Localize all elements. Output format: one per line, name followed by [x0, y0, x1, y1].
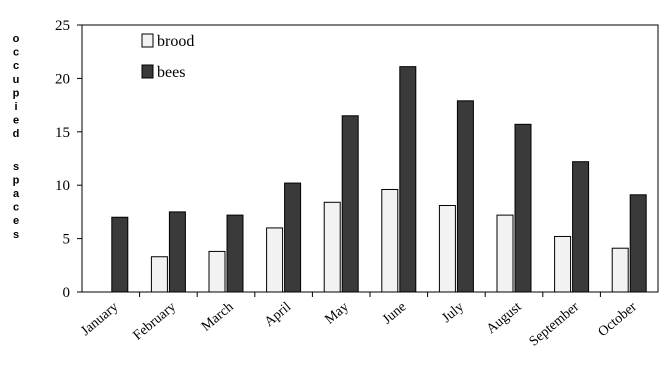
y-tick-label: 15	[55, 125, 70, 141]
y-axis-label-char: u	[13, 74, 20, 86]
y-axis-label-char: a	[13, 188, 20, 200]
y-axis-label-char: o	[13, 33, 20, 45]
y-axis-label-char: c	[13, 60, 19, 72]
bar-bees-september	[572, 161, 590, 293]
y-axis-label-char: s	[13, 229, 19, 241]
y-axis-label-char: e	[13, 115, 19, 127]
y-tick-label: 10	[55, 178, 70, 194]
bar-brood-april	[266, 227, 284, 293]
x-tick-label: June	[380, 300, 409, 328]
bar-bees-january	[111, 216, 129, 293]
bar-brood-july	[438, 204, 456, 293]
bar-bees-april	[284, 182, 302, 293]
legend-label-bees: bees	[157, 64, 185, 81]
y-axis-label-char: c	[13, 202, 19, 214]
bar-bees-march	[226, 214, 244, 293]
bar-bees-october	[629, 194, 647, 293]
bar-bees-june	[399, 66, 417, 293]
x-tick-label: August	[484, 300, 525, 338]
bar-bees-july	[456, 100, 474, 293]
y-tick-label: 20	[55, 71, 70, 87]
legend: brood bees	[141, 33, 194, 81]
x-tick-label: July	[439, 300, 467, 326]
bar-brood-may	[323, 201, 341, 293]
bar-brood-march	[208, 250, 226, 293]
y-tick-label: 0	[63, 285, 71, 301]
y-axis-label-char: s	[13, 161, 19, 173]
bar-brood-september	[554, 235, 572, 293]
x-tick-label: October	[596, 299, 640, 340]
x-tick-label: April	[262, 300, 294, 331]
y-axis-label-char: c	[13, 47, 19, 59]
x-tick-label: March	[199, 300, 237, 335]
y-tick-label: 25	[55, 18, 70, 34]
legend-label-brood: brood	[157, 33, 194, 50]
bar-brood-august	[496, 214, 514, 293]
y-axis-label-char: d	[13, 128, 20, 140]
x-tick-label: January	[78, 300, 121, 339]
legend-swatch-bees	[141, 64, 154, 79]
bar-bees-may	[341, 115, 359, 293]
y-tick-label: 5	[63, 232, 71, 248]
bar-brood-october	[611, 247, 629, 293]
bar-brood-june	[381, 188, 399, 293]
x-tick-label: September	[527, 299, 583, 349]
bar-bees-february	[168, 211, 186, 293]
bar-bees-august	[514, 123, 532, 293]
bar-brood-february	[150, 256, 168, 293]
y-axis-label-char: i	[14, 101, 17, 113]
y-axis-label-char: e	[13, 215, 19, 227]
y-axis-label-char: p	[13, 174, 20, 186]
y-axis-label-char: p	[13, 87, 20, 99]
legend-swatch-brood	[141, 33, 154, 48]
x-tick-label: May	[322, 300, 351, 328]
x-tick-label: February	[131, 300, 179, 344]
